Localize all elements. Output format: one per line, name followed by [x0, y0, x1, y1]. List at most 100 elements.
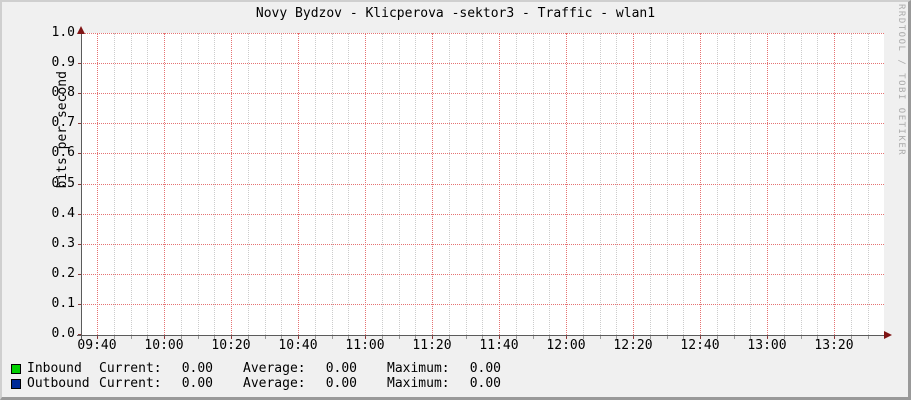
legend-row-outbound: Outbound Current: 0.00 Average: 0.00 Max… — [11, 376, 501, 391]
x-tick-mark — [130, 336, 132, 339]
y-tick-mark — [78, 183, 81, 185]
x-tick-mark — [733, 336, 735, 339]
inbound-swatch — [11, 363, 21, 374]
legend-row-inbound: Inbound Current: 0.00 Average: 0.00 Maxi… — [11, 361, 501, 376]
grid-line-horizontal-major — [81, 93, 884, 95]
x-tick-mark — [331, 336, 333, 339]
x-tick-mark — [532, 336, 534, 339]
x-tick-mark — [113, 336, 115, 339]
x-tick-mark — [180, 336, 182, 339]
inbound-average-value: 0.00 — [325, 361, 357, 376]
x-tick-mark — [700, 336, 701, 339]
x-tick-mark — [800, 336, 802, 339]
x-tick-mark — [750, 336, 752, 339]
y-tick-mark — [78, 243, 81, 245]
x-tick-label: 12:40 — [680, 338, 720, 353]
grid-line-horizontal-major — [81, 273, 884, 275]
x-tick-mark — [666, 336, 668, 339]
x-tick-mark — [264, 336, 266, 339]
y-tick-mark — [78, 334, 81, 335]
x-tick-mark — [515, 336, 517, 339]
y-tick-mark — [78, 93, 81, 95]
x-tick-mark — [834, 336, 835, 339]
x-axis-line — [77, 335, 885, 336]
x-tick-mark — [499, 336, 500, 339]
x-tick-label: 10:20 — [211, 338, 251, 353]
y-tick-mark — [78, 123, 81, 125]
y-tick-label: 0.1 — [51, 295, 75, 311]
x-tick-label: 09:40 — [77, 338, 117, 353]
rrdtool-watermark: RRDTOOL / TOBI OETIKER — [896, 4, 906, 157]
inbound-average-label: Average: — [243, 361, 306, 376]
x-tick-mark — [231, 336, 232, 339]
grid-line-horizontal-major — [81, 303, 884, 305]
grid-line-horizontal-major — [81, 213, 884, 215]
y-tick-label: 0.2 — [51, 265, 75, 281]
x-tick-mark — [633, 336, 634, 339]
outbound-average-value: 0.00 — [325, 376, 357, 391]
outbound-maximum-value: 0.00 — [469, 376, 501, 391]
x-tick-mark — [582, 336, 584, 339]
y-tick-label: 0.6 — [51, 145, 75, 161]
x-tick-mark — [599, 336, 601, 339]
y-tick-mark — [78, 303, 81, 305]
outbound-label: Outbound — [27, 376, 90, 391]
x-tick-label: 11:00 — [345, 338, 385, 353]
x-tick-mark — [214, 336, 216, 339]
x-tick-label: 10:00 — [144, 338, 184, 353]
x-tick-mark — [817, 336, 819, 339]
x-tick-mark — [247, 336, 249, 339]
outbound-average-label: Average: — [243, 376, 306, 391]
x-tick-mark — [566, 336, 567, 339]
y-tick-label: 1.0 — [51, 25, 75, 40]
y-tick-mark — [78, 213, 81, 215]
y-tick-label: 0.3 — [51, 235, 75, 251]
x-tick-mark — [381, 336, 383, 339]
x-axis-arrow-icon — [884, 331, 892, 339]
legend: Inbound Current: 0.00 Average: 0.00 Maxi… — [11, 361, 501, 391]
x-tick-label: 11:20 — [412, 338, 452, 353]
y-tick-label: 0.0 — [51, 326, 75, 341]
x-tick-mark — [767, 336, 768, 339]
y-tick-label: 0.7 — [51, 115, 75, 131]
grid-line-horizontal-major — [81, 123, 884, 125]
inbound-current-label: Current: — [99, 361, 162, 376]
x-tick-label: 10:40 — [278, 338, 318, 353]
y-axis-arrow-icon — [77, 26, 85, 34]
x-tick-mark — [783, 336, 785, 339]
y-tick-mark — [78, 153, 81, 155]
x-tick-label: 11:40 — [479, 338, 519, 353]
inbound-label: Inbound — [27, 361, 82, 376]
y-tick-label: 0.5 — [51, 175, 75, 191]
x-tick-mark — [348, 336, 350, 339]
x-tick-mark — [97, 336, 98, 339]
x-tick-mark — [415, 336, 417, 339]
inbound-maximum-value: 0.00 — [469, 361, 501, 376]
inbound-current-value: 0.00 — [181, 361, 213, 376]
x-tick-mark — [314, 336, 316, 339]
y-tick-mark — [78, 63, 81, 65]
x-tick-mark — [549, 336, 551, 339]
y-tick-label: 0.4 — [51, 205, 75, 221]
x-tick-mark — [649, 336, 651, 339]
x-tick-mark — [398, 336, 400, 339]
x-tick-mark — [197, 336, 199, 339]
x-tick-label: 12:20 — [613, 338, 653, 353]
outbound-maximum-label: Maximum: — [387, 376, 450, 391]
x-tick-label: 13:20 — [814, 338, 854, 353]
x-tick-mark — [432, 336, 433, 339]
x-tick-label: 13:00 — [747, 338, 787, 353]
grid-line-horizontal-major — [81, 243, 884, 245]
outbound-current-value: 0.00 — [181, 376, 213, 391]
x-tick-mark — [365, 336, 366, 339]
outbound-swatch — [11, 378, 21, 389]
grid-line-horizontal-major — [81, 33, 884, 34]
x-tick-mark — [465, 336, 467, 339]
y-axis-line — [81, 30, 82, 339]
grid-line-horizontal-major — [81, 183, 884, 185]
x-tick-mark — [281, 336, 283, 339]
x-tick-mark — [164, 336, 165, 339]
x-tick-mark — [683, 336, 685, 339]
grid-line-horizontal-major — [81, 153, 884, 155]
